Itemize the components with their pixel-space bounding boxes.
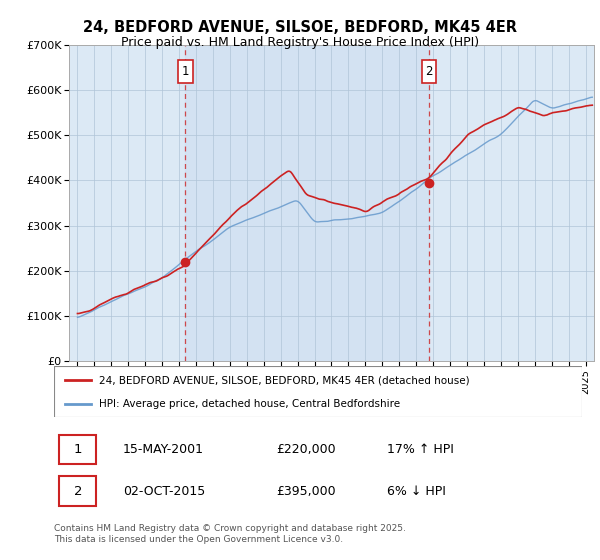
Text: 24, BEDFORD AVENUE, SILSOE, BEDFORD, MK45 4ER: 24, BEDFORD AVENUE, SILSOE, BEDFORD, MK4… <box>83 20 517 35</box>
Bar <box>185 45 429 361</box>
FancyBboxPatch shape <box>59 477 96 506</box>
Text: 1: 1 <box>74 443 82 456</box>
Text: 6% ↓ HPI: 6% ↓ HPI <box>386 485 446 498</box>
Text: HPI: Average price, detached house, Central Bedfordshire: HPI: Average price, detached house, Cent… <box>99 399 400 409</box>
Text: £395,000: £395,000 <box>276 485 335 498</box>
Text: £220,000: £220,000 <box>276 443 335 456</box>
Text: 17% ↑ HPI: 17% ↑ HPI <box>386 443 454 456</box>
Text: 1: 1 <box>182 65 189 78</box>
Text: 15-MAY-2001: 15-MAY-2001 <box>122 443 203 456</box>
Text: 02-OCT-2015: 02-OCT-2015 <box>122 485 205 498</box>
Text: Price paid vs. HM Land Registry's House Price Index (HPI): Price paid vs. HM Land Registry's House … <box>121 36 479 49</box>
FancyBboxPatch shape <box>59 435 96 464</box>
Text: 24, BEDFORD AVENUE, SILSOE, BEDFORD, MK45 4ER (detached house): 24, BEDFORD AVENUE, SILSOE, BEDFORD, MK4… <box>99 375 470 385</box>
FancyBboxPatch shape <box>178 60 193 83</box>
FancyBboxPatch shape <box>422 60 436 83</box>
Text: 2: 2 <box>425 65 433 78</box>
Text: 2: 2 <box>74 485 82 498</box>
Text: Contains HM Land Registry data © Crown copyright and database right 2025.
This d: Contains HM Land Registry data © Crown c… <box>54 524 406 544</box>
